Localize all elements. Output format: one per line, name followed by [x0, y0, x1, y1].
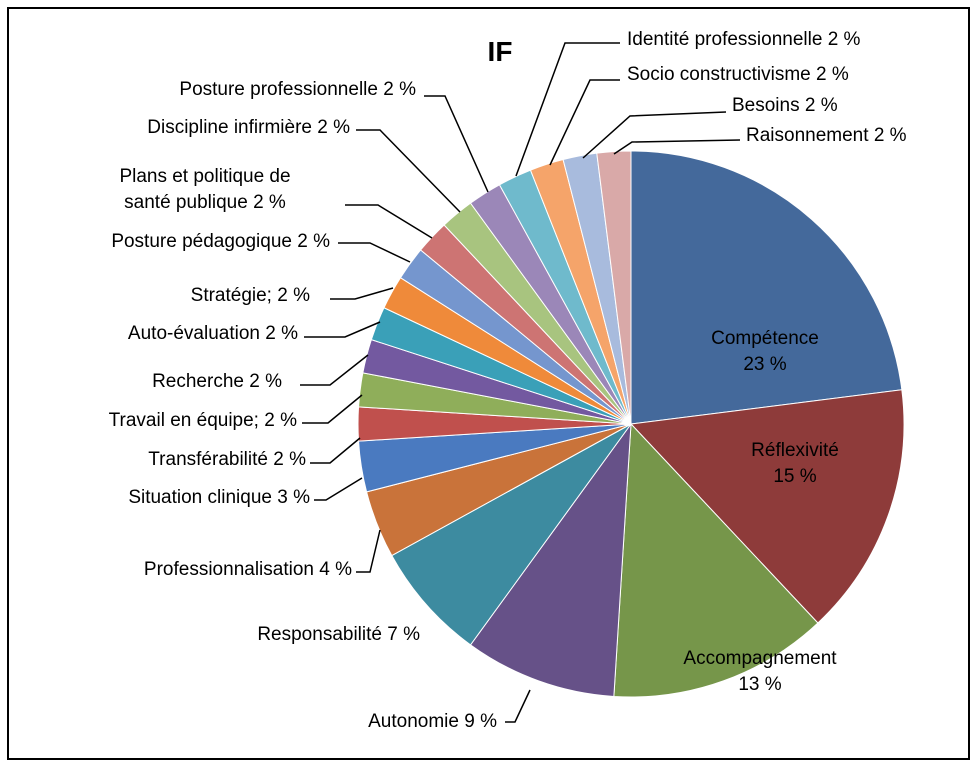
- slice-label: Posture professionnelle 2 %: [179, 77, 416, 103]
- value-label: 7 %: [387, 624, 420, 645]
- value-label: 2 %: [827, 29, 861, 50]
- value-label: 2 %: [249, 371, 282, 392]
- category-label: Transférabilité: [148, 449, 268, 470]
- pie-slice: [613, 422, 819, 698]
- leader-line: [505, 689, 531, 723]
- leader-line: [356, 129, 461, 213]
- value-label: 2 %: [816, 64, 849, 85]
- category-label: Besoins: [732, 95, 800, 116]
- category-label: Compétence: [711, 328, 819, 349]
- slice-label: Posture pédagogique 2 %: [111, 229, 330, 255]
- leader-line: [314, 477, 363, 501]
- category-label: Identité professionnelle: [627, 29, 823, 50]
- leader-line: [424, 95, 489, 193]
- slice-label: Accompagnement 13 %: [640, 646, 880, 698]
- slice-label: Besoins 2 %: [732, 93, 838, 119]
- slice-label: Identité professionnelle 2 %: [627, 27, 860, 53]
- category-label: Situation clinique: [128, 487, 272, 508]
- value-label: 2 %: [804, 95, 838, 116]
- slice-label: Recherche 2 %: [152, 369, 282, 395]
- leader-line: [310, 437, 361, 464]
- slice-label: Travail en équipe; 2 %: [109, 408, 297, 434]
- slice-label: Socio constructivisme 2 %: [627, 62, 849, 88]
- slice-label: Stratégie; 2 %: [191, 283, 310, 309]
- slice-label: Transférabilité 2 %: [148, 447, 306, 473]
- pie-slice: [629, 389, 905, 624]
- value-label: 2 %: [273, 449, 306, 470]
- leader-line: [300, 354, 369, 386]
- category-label: Stratégie;: [190, 285, 272, 306]
- pie-slice: [596, 150, 632, 425]
- pie-slice: [469, 422, 632, 697]
- slice-label: Plans et politique de santé publique 2 %: [70, 164, 340, 216]
- category-label: Plans et politique de santé publique: [119, 166, 291, 213]
- value-label: 2 %: [265, 323, 298, 344]
- category-label: Accompagnement: [683, 648, 837, 669]
- value-label: 2 %: [297, 231, 330, 252]
- slice-label: Autonomie 9 %: [368, 709, 497, 735]
- category-label: Réflexivité: [751, 440, 839, 461]
- slice-label: Compétence 23 %: [645, 326, 885, 378]
- value-label: 2 %: [277, 285, 310, 306]
- category-label: Responsabilité: [257, 624, 382, 645]
- category-label: Travail en équipe;: [108, 410, 259, 431]
- value-label: 23 %: [743, 354, 787, 375]
- leader-line: [515, 42, 620, 177]
- category-label: Autonomie: [368, 711, 459, 732]
- value-label: 2 %: [383, 79, 416, 100]
- slice-label: Auto-évaluation 2 %: [128, 321, 298, 347]
- leader-line: [613, 139, 741, 155]
- value-label: 2 %: [317, 117, 350, 138]
- slice-label: Situation clinique 3 %: [128, 485, 310, 511]
- category-label: Posture pédagogique: [111, 231, 292, 252]
- slice-label: Réflexivité 15 %: [675, 438, 915, 490]
- leader-line: [338, 242, 411, 263]
- slice-label: Responsabilité 7 %: [257, 622, 420, 648]
- slice-label: Raisonnement 2 %: [746, 123, 907, 149]
- leader-line: [356, 529, 381, 573]
- leader-line: [330, 287, 394, 300]
- category-label: Posture professionnelle: [179, 79, 378, 100]
- category-label: Recherche: [152, 371, 244, 392]
- leader-line: [302, 394, 363, 424]
- leader-line: [549, 79, 620, 166]
- value-label: 2 %: [873, 125, 907, 146]
- leader-line: [345, 204, 433, 239]
- slice-label: Discipline infirmière 2 %: [147, 115, 350, 141]
- category-label: Raisonnement: [746, 125, 869, 146]
- category-label: Discipline infirmière: [147, 117, 312, 138]
- slice-label: Professionnalisation 4 %: [144, 557, 352, 583]
- value-label: 9 %: [464, 711, 497, 732]
- value-label: 2 %: [253, 192, 286, 213]
- value-label: 2 %: [264, 410, 297, 431]
- category-label: Socio constructivisme: [627, 64, 811, 85]
- value-label: 4 %: [319, 559, 352, 580]
- value-label: 15 %: [773, 466, 817, 487]
- leader-line: [582, 111, 727, 159]
- chart-title: IF: [487, 36, 513, 67]
- category-label: Auto-évaluation: [127, 323, 260, 344]
- category-label: Professionnalisation: [143, 559, 314, 580]
- pie-slice: [630, 150, 903, 425]
- pie-slice: [391, 423, 632, 646]
- value-label: 13 %: [738, 674, 782, 695]
- value-label: 3 %: [277, 487, 310, 508]
- leader-line: [304, 321, 381, 338]
